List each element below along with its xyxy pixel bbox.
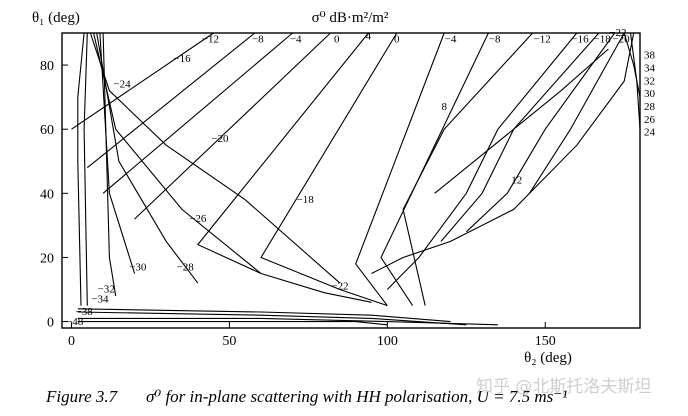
contour-line bbox=[77, 311, 467, 326]
contour-label: −22 bbox=[331, 281, 348, 293]
contour-label: −4 bbox=[290, 34, 302, 46]
contour-line bbox=[529, 32, 625, 194]
contour-label: −22 bbox=[609, 27, 626, 39]
x-axis-ticks: 0 50 100 150 bbox=[68, 322, 556, 349]
contour-lines bbox=[71, 32, 641, 326]
contour-line bbox=[260, 32, 398, 307]
contour-line bbox=[86, 32, 256, 169]
contour-line bbox=[83, 32, 88, 306]
y-tick-label: 40 bbox=[40, 187, 54, 202]
contour-label: −38 bbox=[75, 306, 93, 318]
x-axis-label: θ₂ (deg) bbox=[524, 350, 572, 366]
contour-label: 8 bbox=[441, 101, 447, 113]
x-tick-label: 50 bbox=[222, 334, 236, 349]
chart-title: σ⁰ dB·m²/m² bbox=[312, 10, 389, 26]
contour-label: 4 bbox=[366, 30, 372, 42]
x-tick-label: 100 bbox=[377, 334, 398, 349]
contour-label: −32 bbox=[98, 284, 115, 296]
contour-label: 0 bbox=[394, 34, 400, 46]
contour-line bbox=[96, 32, 199, 284]
contour-label: −24 bbox=[113, 79, 131, 91]
contour-label: 38 bbox=[644, 50, 656, 62]
contour-line bbox=[465, 32, 616, 233]
contour-label: −20 bbox=[211, 133, 229, 145]
contour-labels: −12 −8 −4 0 4 0 −4 −8 −12 −16 −18 −20−22−16−24−20−1… bbox=[66, 27, 656, 328]
contour-label: −8 bbox=[252, 34, 264, 46]
contour-line bbox=[623, 32, 641, 98]
contour-line bbox=[371, 32, 635, 274]
contour-line bbox=[77, 321, 388, 326]
contour-line bbox=[102, 32, 117, 296]
contour-line bbox=[402, 32, 534, 306]
figure-caption-number: Figure 3.7 bbox=[45, 387, 119, 406]
contour-label: −18 bbox=[297, 194, 315, 206]
contour-label: 30 bbox=[644, 88, 656, 100]
contour-line bbox=[440, 32, 600, 242]
contour-line bbox=[77, 308, 451, 323]
contour-line bbox=[71, 32, 214, 130]
contour-label: −26 bbox=[189, 213, 207, 225]
x-tick-label: 150 bbox=[535, 334, 556, 349]
contour-label: −12 bbox=[533, 34, 550, 46]
watermark: 知乎 @北斯托洛夫斯坦 bbox=[476, 377, 651, 397]
contour-label: −20 bbox=[612, 34, 630, 46]
y-tick-label: 60 bbox=[40, 123, 54, 138]
y-axis-ticks: 0 20 40 60 80 bbox=[40, 59, 68, 331]
contour-label: −12 bbox=[202, 34, 219, 46]
contour-label: 26 bbox=[644, 114, 656, 126]
figure-caption-text: σ⁰ for in-plane scattering with HH polar… bbox=[146, 387, 567, 406]
contour-label: −16 bbox=[173, 53, 191, 65]
contour-label: −30 bbox=[129, 261, 147, 273]
contour-label: 24 bbox=[644, 127, 656, 139]
contour-label: −8 bbox=[489, 34, 501, 46]
contour-label: 32 bbox=[644, 75, 655, 87]
contour-label: −48 bbox=[66, 316, 84, 328]
contour-label: 28 bbox=[644, 101, 656, 113]
contour-line bbox=[102, 32, 293, 194]
contour-label: −4 bbox=[445, 34, 457, 46]
contour-line bbox=[380, 32, 489, 306]
y-tick-label: 80 bbox=[40, 59, 54, 74]
y-tick-label: 20 bbox=[40, 251, 54, 266]
contour-line bbox=[77, 317, 498, 326]
x-tick-label: 0 bbox=[68, 334, 75, 349]
contour-label: 0 bbox=[334, 34, 340, 46]
y-tick-label: 0 bbox=[47, 316, 54, 331]
y-axis-label: θ₁ (deg) bbox=[32, 10, 80, 26]
contour-label: −34 bbox=[91, 293, 109, 305]
contour-label: −28 bbox=[177, 261, 195, 273]
contour-line bbox=[386, 32, 578, 290]
contour-label: 12 bbox=[511, 175, 522, 187]
plot-frame bbox=[61, 32, 641, 329]
contour-line bbox=[355, 32, 445, 306]
contour-line bbox=[77, 32, 85, 306]
contour-line bbox=[629, 32, 641, 130]
contour-line bbox=[99, 32, 136, 274]
contour-label: −16 bbox=[571, 34, 589, 46]
contour-line bbox=[434, 48, 609, 194]
contour-label: −18 bbox=[593, 34, 611, 46]
contour-line bbox=[134, 32, 331, 220]
contour-label: 34 bbox=[644, 63, 656, 75]
